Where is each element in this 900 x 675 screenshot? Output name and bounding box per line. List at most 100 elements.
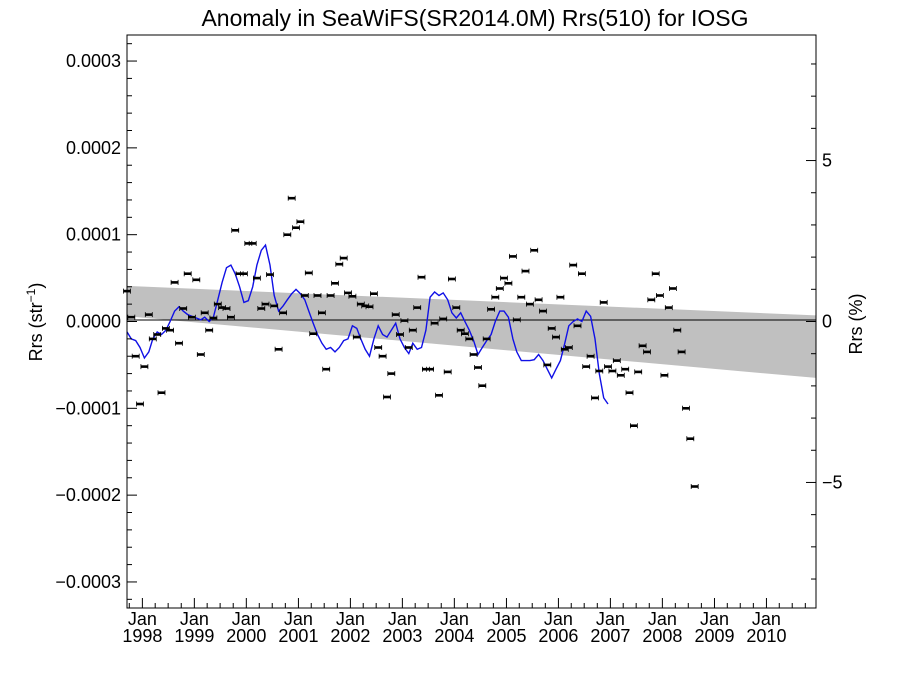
anomaly-point [504, 280, 513, 286]
x-tick-label-year: 2007 [590, 626, 630, 646]
x-tick-label-year: 2004 [434, 626, 474, 646]
anomaly-point [344, 290, 352, 296]
anomaly-point [257, 306, 266, 311]
anomaly-point [352, 334, 361, 340]
anomaly-point [482, 336, 491, 342]
anomaly-point [252, 275, 261, 281]
anomaly-point [599, 299, 608, 305]
x-tick-label-month: Jan [596, 609, 625, 629]
anomaly-point [526, 301, 534, 307]
y2-tick-label: 5 [822, 151, 832, 171]
x-tick-label-year: 2003 [382, 626, 422, 646]
x-tick-label-year: 2010 [746, 626, 786, 646]
anomaly-point [396, 332, 404, 337]
anomaly-point [136, 401, 144, 407]
x-tick-label-year: 2000 [226, 626, 266, 646]
y-axis-label-close: ) [26, 283, 46, 289]
anomaly-point [656, 293, 664, 298]
y-tick-label: 0.0001 [66, 225, 121, 245]
x-tick-label-year: 2001 [278, 626, 318, 646]
anomaly-point [140, 364, 149, 370]
anomaly-point [200, 310, 209, 316]
anomaly-point [408, 327, 417, 333]
anomaly-point [682, 405, 690, 411]
anomaly-point [452, 305, 461, 311]
x-tick-label-month: Jan [180, 609, 209, 629]
anomaly-point [391, 312, 400, 318]
y2-tick-label: 0 [822, 312, 832, 332]
anomaly-point [279, 310, 288, 316]
anomaly-point [339, 255, 348, 261]
anomaly-point [213, 301, 222, 307]
x-tick-label-month: Jan [700, 609, 729, 629]
x-tick-label-month: Jan [284, 609, 313, 629]
anomaly-point [317, 310, 326, 316]
anomaly-line-layer [126, 243, 609, 405]
anomaly-point [573, 323, 582, 329]
y-axis-label-text: Rrs (str [26, 302, 46, 361]
anomaly-point [586, 353, 595, 359]
x-tick-label-month: Jan [648, 609, 677, 629]
anomaly-point [582, 364, 591, 370]
anomaly-point [248, 240, 257, 246]
anomaly-point [690, 484, 699, 489]
anomaly-point [491, 294, 500, 300]
anomaly-point [521, 268, 530, 274]
anomaly-point [387, 371, 396, 377]
anomaly-point [231, 227, 240, 233]
anomaly-point [187, 314, 196, 320]
anomaly-point [274, 346, 283, 352]
trend-confidence-band [127, 285, 816, 378]
anomaly-point [287, 195, 296, 201]
anomaly-point [348, 293, 357, 299]
anomaly-point [413, 305, 422, 311]
anomaly-point [478, 383, 487, 389]
anomaly-point [556, 294, 565, 300]
anomaly-point [435, 392, 443, 398]
anomaly-point [552, 334, 560, 340]
anomaly-point [222, 306, 231, 311]
anomaly-point [677, 349, 686, 355]
anomaly-point [148, 336, 157, 342]
anomaly-point [296, 219, 305, 225]
anomaly-point [266, 272, 274, 278]
anomaly-point [647, 297, 656, 303]
x-tick-label-year: 1998 [122, 626, 162, 646]
anomaly-point [153, 332, 162, 337]
anomaly-point [322, 366, 331, 372]
anomaly-point [578, 271, 586, 277]
anomaly-point [517, 294, 526, 300]
anomaly-point [608, 368, 617, 374]
anomaly-point [500, 275, 508, 281]
anomaly-point [660, 372, 669, 378]
anomaly-point [469, 352, 478, 357]
anomaly-point [465, 336, 474, 342]
anomaly-point [313, 293, 322, 298]
x-axis: Jan1998Jan1999Jan2000Jan2001Jan2002Jan20… [122, 598, 806, 646]
anomaly-smoothed-line [126, 243, 609, 405]
anomaly-point [604, 364, 612, 370]
anomaly-point [456, 327, 465, 333]
anomaly-point [430, 320, 439, 326]
anomaly-point [564, 345, 573, 350]
y-tick-label: −0.0002 [55, 485, 121, 505]
anomaly-point [179, 306, 188, 311]
anomaly-point [270, 303, 279, 309]
y-axis-label: Rrs (str−1) [24, 283, 46, 362]
anomaly-point [226, 314, 235, 320]
anomaly-point [638, 343, 647, 349]
anomaly-point [127, 314, 136, 320]
y2-axis-label: Rrs (%) [846, 294, 866, 355]
chart-title: Anomaly in SeaWiFS(SR2014.0M) Rrs(510) f… [201, 5, 748, 31]
anomaly-point [283, 232, 292, 238]
y-axis-left: 0.0003 0.0002 0.0001 0.0000 −0.0001 −0.0002 −0… [55, 43, 137, 600]
anomaly-point [625, 390, 634, 396]
anomaly-point [443, 369, 452, 375]
x-tick-label-year: 2008 [642, 626, 682, 646]
y-tick-label: 0.0003 [66, 51, 121, 71]
y-tick-label: 0.0000 [66, 312, 121, 332]
x-tick-label-month: Jan [544, 609, 573, 629]
anomaly-point [239, 271, 248, 277]
x-tick-label-month: Jan [388, 609, 417, 629]
anomaly-point [530, 247, 539, 253]
